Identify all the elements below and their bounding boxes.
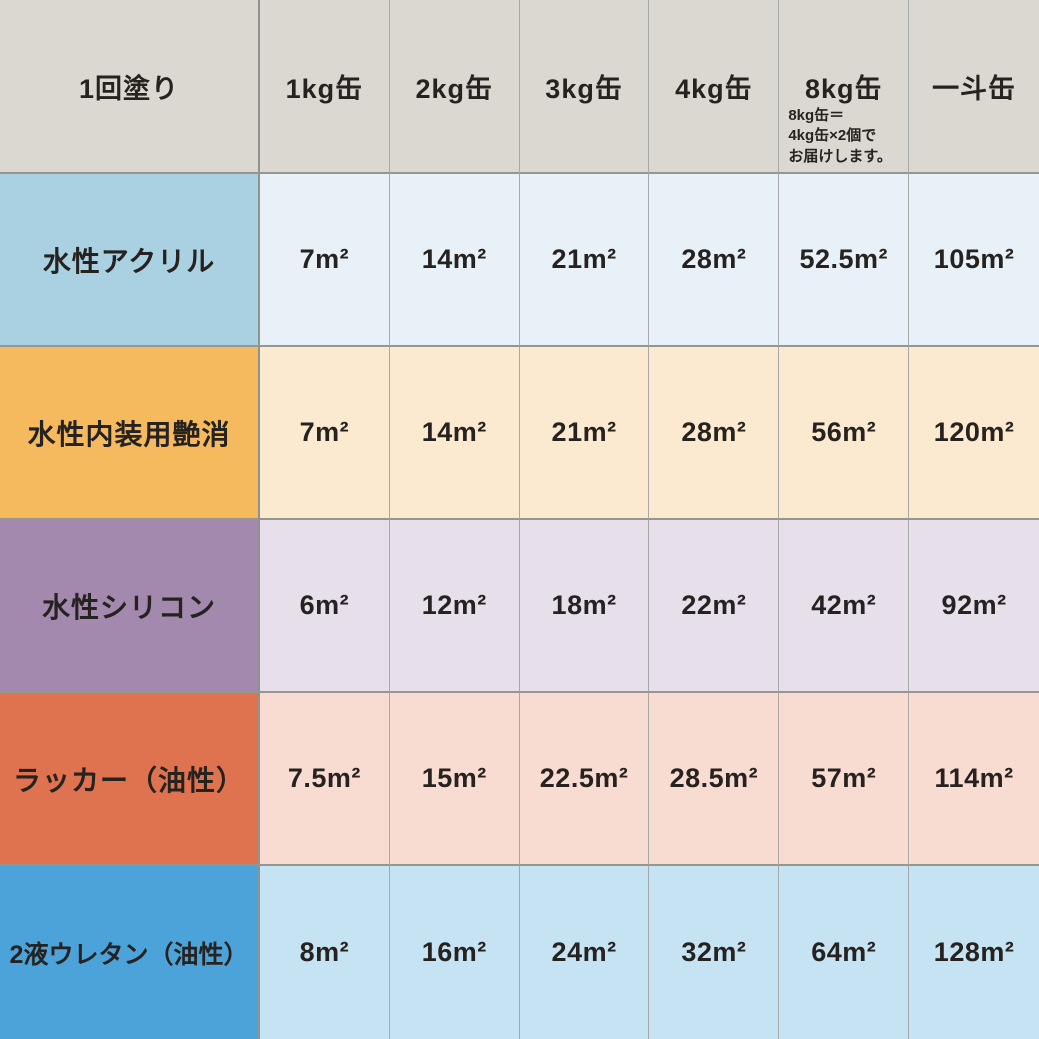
cell-silicone-4kg: 22m²: [649, 520, 780, 693]
cell-urethane-2kg: 16m²: [389, 866, 520, 1039]
cell-urethane-1kg: 8m²: [260, 866, 390, 1039]
header-2kg-can: 2kg缶: [389, 0, 520, 174]
header-3kg-can: 3kg缶: [519, 0, 650, 174]
cell-interior-matte-2kg: 14m²: [389, 347, 520, 520]
cell-lacquer-3kg: 22.5m²: [519, 693, 650, 866]
header-8kg-can-label: 8kg缶: [804, 73, 883, 104]
cell-acrylic-8kg: 52.5m²: [779, 174, 910, 347]
cell-lacquer-4kg: 28.5m²: [649, 693, 780, 866]
cell-silicone-1kg: 6m²: [260, 520, 390, 693]
cell-urethane-itto: 128m²: [909, 866, 1039, 1039]
cell-acrylic-3kg: 21m²: [519, 174, 650, 347]
cell-urethane-3kg: 24m²: [519, 866, 650, 1039]
header-coats-label: 1回塗り: [0, 0, 260, 174]
cell-acrylic-2kg: 14m²: [389, 174, 520, 347]
row-label-silicone: 水性シリコン: [0, 520, 260, 693]
cell-lacquer-8kg: 57m²: [779, 693, 910, 866]
cell-lacquer-1kg: 7.5m²: [260, 693, 390, 866]
row-label-lacquer: ラッカー（油性）: [0, 693, 260, 866]
cell-interior-matte-1kg: 7m²: [260, 347, 390, 520]
header-itto-can: 一斗缶: [909, 0, 1039, 174]
row-label-acrylic: 水性アクリル: [0, 174, 260, 347]
header-1kg-can: 1kg缶: [260, 0, 390, 174]
cell-interior-matte-itto: 120m²: [909, 347, 1039, 520]
row-label-urethane: 2液ウレタン（油性）: [0, 866, 260, 1039]
cell-lacquer-itto: 114m²: [909, 693, 1039, 866]
cell-lacquer-2kg: 15m²: [389, 693, 520, 866]
cell-interior-matte-4kg: 28m²: [649, 347, 780, 520]
header-8kg-note: 8kg缶＝ 4kg缶×2個で お届けします。: [788, 106, 892, 167]
note-line-1: 8kg缶＝: [788, 107, 845, 124]
cell-acrylic-itto: 105m²: [909, 174, 1039, 347]
cell-silicone-3kg: 18m²: [519, 520, 650, 693]
note-line-3: お届けします。: [788, 147, 892, 165]
note-line-2: 4kg缶×2個で: [788, 127, 877, 145]
header-8kg-can: 8kg缶 8kg缶＝ 4kg缶×2個で お届けします。: [779, 0, 910, 174]
cell-acrylic-4kg: 28m²: [649, 174, 780, 347]
cell-urethane-4kg: 32m²: [649, 866, 780, 1039]
header-4kg-can: 4kg缶: [649, 0, 780, 174]
cell-silicone-2kg: 12m²: [389, 520, 520, 693]
cell-interior-matte-3kg: 21m²: [519, 347, 650, 520]
row-label-interior-matte: 水性内装用艶消: [0, 347, 260, 520]
cell-silicone-itto: 92m²: [909, 520, 1039, 693]
cell-acrylic-1kg: 7m²: [260, 174, 390, 347]
cell-urethane-8kg: 64m²: [779, 866, 910, 1039]
cell-interior-matte-8kg: 56m²: [779, 347, 910, 520]
cell-silicone-8kg: 42m²: [779, 520, 910, 693]
